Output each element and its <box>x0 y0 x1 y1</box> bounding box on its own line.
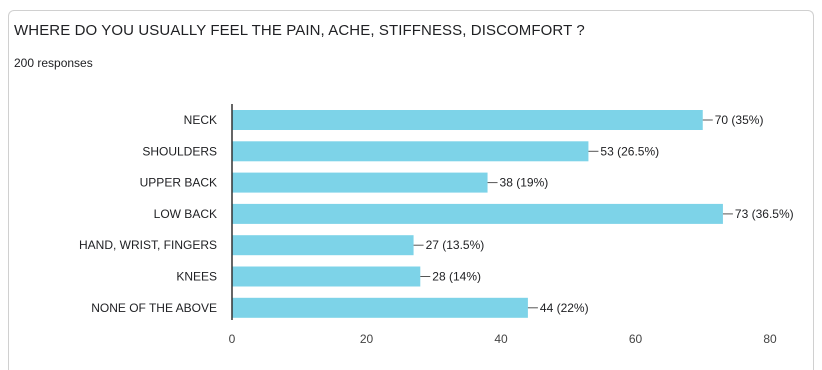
bar <box>232 172 488 193</box>
bar <box>232 141 589 162</box>
data-label: 28 (14%) <box>432 270 481 284</box>
data-label: 44 (22%) <box>540 301 589 315</box>
bar <box>232 203 723 224</box>
response-count: 200 responses <box>14 56 93 70</box>
bar <box>232 266 421 287</box>
category-label: NONE OF THE ABOVE <box>91 301 217 315</box>
data-label: 27 (13.5%) <box>426 238 485 252</box>
category-label: NECK <box>184 113 217 127</box>
bar <box>232 235 414 256</box>
bar <box>232 297 528 318</box>
chart-title: WHERE DO YOU USUALLY FEEL THE PAIN, ACHE… <box>14 22 585 39</box>
data-label: 38 (19%) <box>500 176 549 190</box>
bar <box>232 110 703 130</box>
data-label: 53 (26.5%) <box>600 144 659 158</box>
bar-chart: NECK 70 (35%) SHOULDERS 53 (26.5%) UPPER BAC… <box>79 104 794 346</box>
x-tick-label: 40 <box>494 332 508 346</box>
category-label: HAND, WRIST, FINGERS <box>79 238 217 252</box>
x-tick-label: 20 <box>360 332 374 346</box>
x-tick-label: 0 <box>229 332 236 346</box>
x-tick-label: 60 <box>629 332 643 346</box>
category-label: KNEES <box>176 270 217 284</box>
category-label: UPPER BACK <box>140 176 217 190</box>
x-tick-label: 80 <box>763 332 777 346</box>
data-label: 70 (35%) <box>715 113 764 127</box>
category-label: LOW BACK <box>154 207 217 221</box>
data-label: 73 (36.5%) <box>735 207 794 221</box>
category-label: SHOULDERS <box>142 144 217 158</box>
